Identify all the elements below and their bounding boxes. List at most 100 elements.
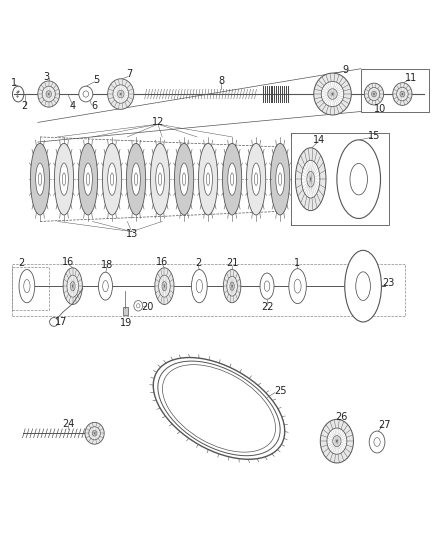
Ellipse shape [230, 282, 234, 290]
Ellipse shape [397, 87, 408, 101]
Ellipse shape [321, 82, 344, 107]
Ellipse shape [223, 143, 242, 215]
Text: 17: 17 [55, 317, 67, 327]
Ellipse shape [35, 163, 44, 195]
Text: 27: 27 [378, 419, 390, 430]
Text: 25: 25 [274, 386, 286, 396]
Ellipse shape [155, 268, 174, 304]
Ellipse shape [333, 435, 341, 447]
Ellipse shape [279, 173, 282, 185]
Ellipse shape [102, 280, 108, 292]
Ellipse shape [38, 81, 60, 107]
Ellipse shape [38, 173, 42, 185]
Ellipse shape [196, 279, 202, 293]
Text: 13: 13 [126, 229, 138, 239]
Text: 10: 10 [374, 104, 387, 114]
Ellipse shape [260, 273, 274, 299]
Text: 7: 7 [127, 69, 133, 79]
Ellipse shape [206, 173, 210, 185]
Ellipse shape [92, 431, 97, 436]
Text: 1: 1 [11, 78, 17, 88]
Ellipse shape [294, 279, 301, 293]
Ellipse shape [393, 83, 412, 106]
Ellipse shape [295, 148, 326, 211]
Ellipse shape [99, 272, 113, 300]
Ellipse shape [102, 143, 122, 215]
Ellipse shape [314, 73, 351, 115]
Ellipse shape [345, 251, 381, 322]
Ellipse shape [198, 143, 218, 215]
Ellipse shape [113, 85, 129, 103]
Text: 11: 11 [405, 73, 417, 83]
Text: 2: 2 [18, 259, 25, 269]
Ellipse shape [30, 143, 49, 215]
Text: 3: 3 [43, 71, 49, 82]
Text: 2: 2 [21, 101, 28, 111]
Ellipse shape [350, 164, 367, 195]
Text: 18: 18 [101, 260, 113, 270]
Ellipse shape [159, 275, 170, 297]
Ellipse shape [307, 171, 314, 187]
Ellipse shape [364, 83, 384, 105]
Ellipse shape [264, 281, 270, 292]
Ellipse shape [83, 91, 88, 97]
Ellipse shape [327, 428, 347, 454]
Ellipse shape [79, 86, 93, 102]
Ellipse shape [78, 143, 98, 215]
Ellipse shape [247, 143, 266, 215]
Ellipse shape [46, 91, 51, 98]
Text: 16: 16 [62, 257, 74, 267]
Ellipse shape [42, 86, 55, 102]
Ellipse shape [19, 270, 35, 303]
Ellipse shape [137, 304, 140, 308]
Text: 24: 24 [62, 419, 74, 429]
Ellipse shape [182, 173, 186, 185]
Ellipse shape [320, 419, 353, 463]
Ellipse shape [368, 87, 380, 101]
Text: 5: 5 [93, 75, 99, 85]
Ellipse shape [228, 163, 237, 195]
Ellipse shape [54, 143, 74, 215]
Ellipse shape [223, 270, 241, 303]
Text: 4: 4 [70, 101, 76, 111]
Ellipse shape [371, 91, 376, 97]
Text: 14: 14 [313, 135, 325, 145]
Ellipse shape [174, 143, 194, 215]
Ellipse shape [67, 275, 78, 297]
Text: 2: 2 [195, 259, 201, 269]
Ellipse shape [60, 163, 68, 195]
Ellipse shape [89, 427, 100, 440]
Ellipse shape [62, 173, 66, 185]
Ellipse shape [230, 173, 234, 185]
Ellipse shape [108, 163, 117, 195]
Ellipse shape [159, 173, 162, 185]
Ellipse shape [117, 90, 124, 98]
Ellipse shape [254, 173, 258, 185]
Ellipse shape [156, 163, 164, 195]
Ellipse shape [301, 160, 320, 198]
Ellipse shape [328, 89, 337, 99]
Text: 9: 9 [343, 64, 349, 75]
Ellipse shape [134, 301, 143, 311]
Ellipse shape [204, 163, 212, 195]
Text: 1: 1 [293, 258, 300, 268]
Text: 22: 22 [261, 302, 273, 312]
Text: 20: 20 [141, 302, 153, 312]
Ellipse shape [289, 269, 306, 304]
Ellipse shape [191, 270, 207, 303]
Ellipse shape [134, 173, 138, 185]
Ellipse shape [132, 163, 140, 195]
Ellipse shape [24, 279, 30, 293]
Ellipse shape [252, 163, 261, 195]
Ellipse shape [150, 143, 170, 215]
Ellipse shape [227, 276, 237, 296]
Ellipse shape [85, 422, 104, 444]
Bar [123, 306, 128, 314]
Ellipse shape [180, 163, 188, 195]
Text: 6: 6 [92, 101, 98, 111]
Ellipse shape [108, 79, 134, 109]
Ellipse shape [127, 143, 146, 215]
Ellipse shape [271, 143, 290, 215]
Text: 19: 19 [120, 318, 133, 328]
Text: 21: 21 [226, 259, 238, 269]
